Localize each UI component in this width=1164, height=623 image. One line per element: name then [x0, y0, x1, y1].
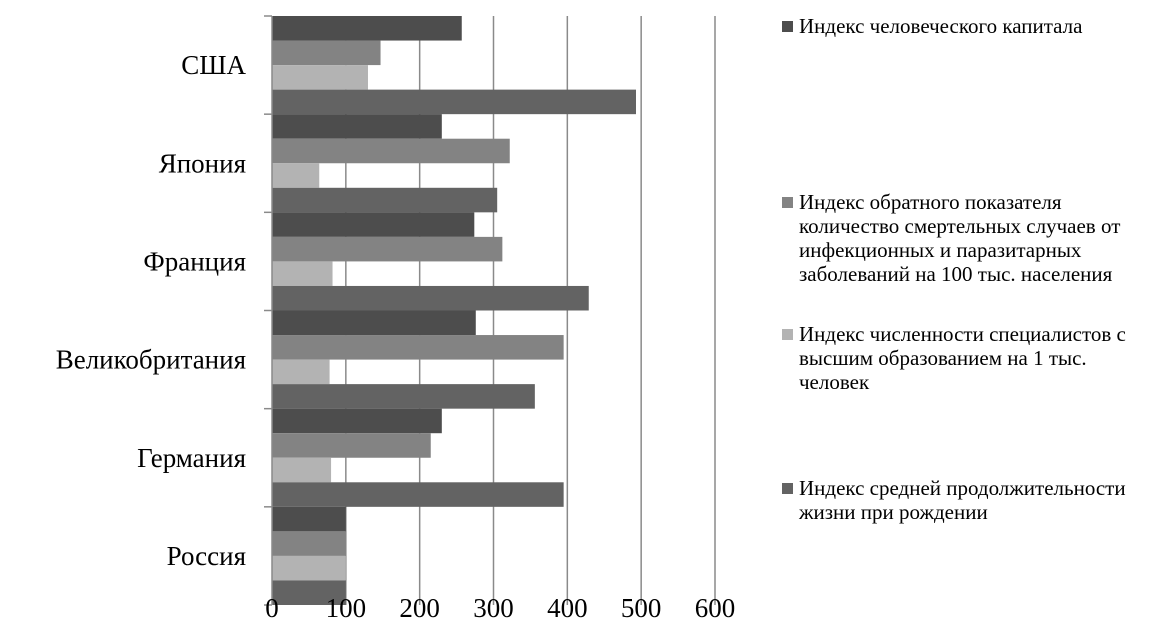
legend-label: Индекс средней продолжительности жизни п…: [799, 476, 1126, 524]
bar: [272, 40, 381, 66]
legend-label: Индекс обратного показателя количество с…: [799, 190, 1121, 286]
bar: [272, 187, 498, 213]
bar: [272, 580, 346, 605]
category-label: Россия: [167, 541, 246, 571]
bar: [272, 89, 636, 115]
bar: [272, 531, 346, 556]
bars: [272, 16, 636, 605]
bar: [272, 261, 333, 286]
bar: [272, 482, 564, 507]
y-axis: [264, 15, 273, 606]
bar: [272, 285, 589, 311]
bar: [272, 408, 442, 434]
bar: [272, 359, 330, 385]
bar: [272, 433, 431, 458]
x-tick-label: 200: [399, 593, 440, 623]
bar: [272, 555, 346, 581]
bar: [272, 236, 503, 262]
category-label: Великобритания: [56, 345, 246, 375]
bar: [272, 114, 442, 139]
category-label: Япония: [159, 148, 246, 178]
bar: [272, 506, 346, 532]
bar: [272, 65, 368, 90]
x-tick-label: 400: [547, 593, 588, 623]
bar: [272, 457, 332, 483]
legend-swatch: [782, 329, 793, 340]
bar: [272, 212, 475, 237]
x-tick-label: 300: [473, 593, 514, 623]
legend-swatch: [782, 21, 793, 32]
legend-label: Индекс человеческого капитала: [799, 14, 1083, 38]
x-tick-label: 500: [621, 593, 662, 623]
legend-item: Индекс численности специалистов с высшим…: [782, 322, 1162, 394]
legend-item: Индекс средней продолжительности жизни п…: [782, 476, 1162, 524]
bar: [272, 138, 510, 164]
category-label: США: [181, 50, 246, 80]
legend-item: Индекс обратного показателя количество с…: [782, 190, 1162, 286]
bar: [272, 163, 320, 188]
category-label: Франция: [143, 246, 246, 276]
legend-swatch: [782, 197, 793, 208]
category-labels: США Япония Франция Великобритания Германия Ро…: [56, 50, 247, 571]
x-tick-label: 600: [695, 593, 736, 623]
legend-item: Индекс человеческого капитала: [782, 14, 1162, 38]
x-tick-labels: 0 100 200 300 400 500 600: [265, 593, 735, 623]
category-label: Германия: [137, 443, 246, 473]
bar: [272, 310, 476, 336]
bar: [272, 16, 462, 41]
bar: [272, 384, 535, 409]
x-tick-label: 100: [326, 593, 367, 623]
bar: [272, 335, 564, 360]
x-tick-label: 0: [265, 593, 279, 623]
legend-label: Индекс численности специалистов с высшим…: [799, 322, 1126, 394]
legend-swatch: [782, 483, 793, 494]
